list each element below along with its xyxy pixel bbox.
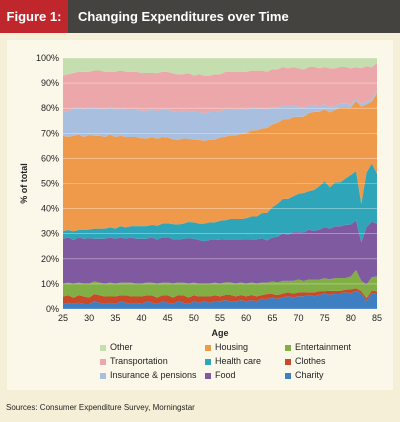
y-axis-label: % of total — [19, 163, 29, 204]
legend-item-health-care: Health care — [205, 356, 261, 366]
figure-title: Changing Expenditures over Time — [78, 9, 289, 24]
legend-swatch — [100, 358, 106, 365]
y-tick-label: 10% — [41, 279, 59, 289]
y-tick-label: 70% — [41, 128, 59, 138]
area-health-care — [63, 163, 377, 243]
figure-header: Figure 1: Changing Expenditures over Tim… — [0, 0, 400, 33]
x-tick-label: 70 — [293, 313, 303, 323]
legend-item-transportation: Transportation — [100, 356, 168, 366]
stacked-area-chart: 0% 10% 20% 30% 40% 50% 60% 70% 80% 90% 100% 25 30 35 4… — [19, 53, 382, 338]
legend-item-charity: Charity — [285, 370, 324, 380]
legend-label: Food — [215, 370, 236, 380]
legend-swatch — [285, 344, 291, 351]
legend-label: Health care — [215, 356, 262, 366]
x-tick-label: 25 — [58, 313, 68, 323]
legend-label: Clothes — [295, 356, 326, 366]
legend-label: Transportation — [110, 356, 168, 366]
x-tick-label: 75 — [320, 313, 330, 323]
y-tick-label: 80% — [41, 103, 59, 113]
chart-panel: 0% 10% 20% 30% 40% 50% 60% 70% 80% 90% 100% 25 30 35 4… — [7, 40, 393, 390]
area-clothes — [63, 288, 377, 304]
x-tick-label: 45 — [163, 313, 173, 323]
y-tick-label: 0% — [46, 304, 59, 314]
area-food — [63, 220, 377, 285]
x-axis-label: Age — [211, 328, 228, 338]
x-tick-label: 30 — [84, 313, 94, 323]
y-tick-label: 30% — [41, 229, 59, 239]
y-tick-label: 20% — [41, 254, 59, 264]
legend-label: Entertainment — [295, 342, 352, 352]
legend-label: Housing — [215, 342, 249, 352]
legend-swatch — [100, 344, 106, 351]
x-tick-label: 60 — [241, 313, 251, 323]
legend-label: Insurance & pensions — [110, 370, 197, 380]
legend-swatch — [205, 372, 211, 379]
legend-label: Charity — [295, 370, 324, 380]
legend-item-entertainment: Entertainment — [285, 342, 351, 352]
y-tick-label: 40% — [41, 204, 59, 214]
legend-swatch — [285, 372, 291, 379]
legend-swatch — [205, 344, 211, 351]
legend-item-food: Food — [205, 370, 236, 380]
legend-swatch — [285, 358, 291, 365]
x-tick-label: 80 — [346, 313, 356, 323]
y-tick-label: 90% — [41, 78, 59, 88]
y-tick-label: 50% — [41, 179, 59, 189]
legend-item-clothes: Clothes — [285, 356, 326, 366]
source-note: Sources: Consumer Expenditure Survey, Mo… — [6, 403, 195, 412]
legend-item-insurance-and-pensions: Insurance & pensions — [100, 370, 197, 380]
legend-label: Other — [110, 342, 133, 352]
x-tick-label: 40 — [136, 313, 146, 323]
x-tick-label: 85 — [372, 313, 382, 323]
y-tick-label: 60% — [41, 153, 59, 163]
legend-item-other: Other — [100, 342, 133, 352]
legend-swatch — [100, 372, 106, 379]
x-tick-label: 50 — [189, 313, 199, 323]
y-tick-label: 100% — [36, 53, 59, 63]
x-tick-label: 35 — [110, 313, 120, 323]
area-insurance-and-pensions — [63, 90, 377, 141]
area-other — [63, 58, 377, 76]
area-housing — [63, 93, 377, 232]
x-tick-label: 65 — [267, 313, 277, 323]
area-transportation — [63, 63, 377, 114]
legend-item-housing: Housing — [205, 342, 248, 352]
legend-swatch — [205, 358, 211, 365]
figure-label: Figure 1: — [0, 0, 68, 33]
area-charity — [63, 290, 377, 309]
x-tick-label: 55 — [215, 313, 225, 323]
